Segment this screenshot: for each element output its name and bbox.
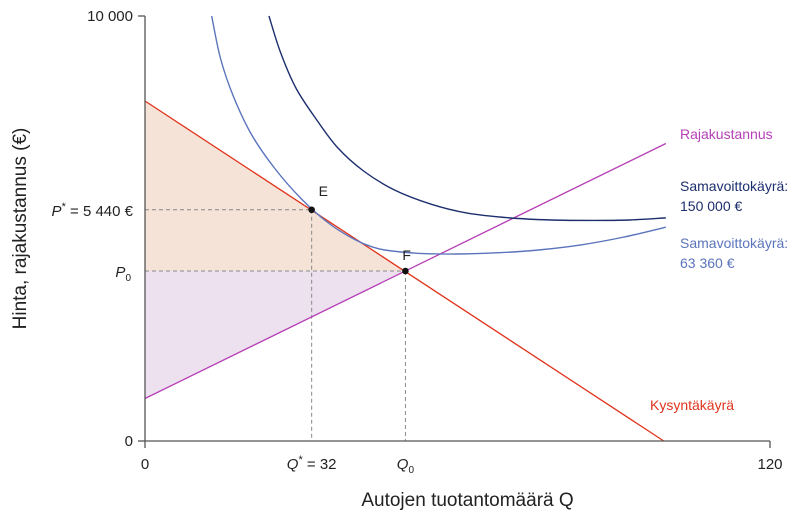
point-label-f: F — [402, 247, 411, 263]
series-label-samavoittokayra-63-360: Samavoittokäyrä: 63 360 € — [680, 235, 788, 271]
y-tick-label: 10 000 — [87, 8, 133, 25]
series-label-kysyntakayra: Kysyntäkäyrä — [650, 397, 734, 413]
series-samavoittokayra-63-360-line — [210, 15, 666, 255]
point-label-e: E — [319, 183, 328, 199]
p-star-label: P* = 5 440 € — [52, 201, 134, 220]
labels: 0 10 000 0 120 Autojen tuotantomäärä Q Hinta,… — [10, 8, 788, 511]
series-label-samavoittokayra-150-000: Samavoittokäyrä: 150 000 € — [680, 178, 788, 214]
series-label-rajakustannus: Rajakustannus — [680, 126, 773, 142]
q0-label: Q0 — [397, 456, 415, 476]
points — [308, 206, 409, 275]
axes — [144, 16, 770, 442]
p0-label: P0 — [115, 264, 131, 284]
y-axis-title: Hinta, rajakustannus (€) — [10, 128, 31, 330]
y-tick-label: 0 — [125, 433, 133, 450]
x-tick-label: 0 — [141, 456, 149, 473]
point-e — [308, 206, 315, 214]
surplus-areas — [145, 101, 406, 399]
series-samavoittokayra-150-000-line — [268, 15, 666, 222]
point-f — [402, 267, 409, 275]
guide-lines — [145, 209, 406, 441]
x-tick-label: 120 — [757, 456, 782, 473]
x-axis-title: Autojen tuotantomäärä Q — [361, 490, 573, 511]
q-star-label: Q* = 32 — [287, 454, 337, 473]
